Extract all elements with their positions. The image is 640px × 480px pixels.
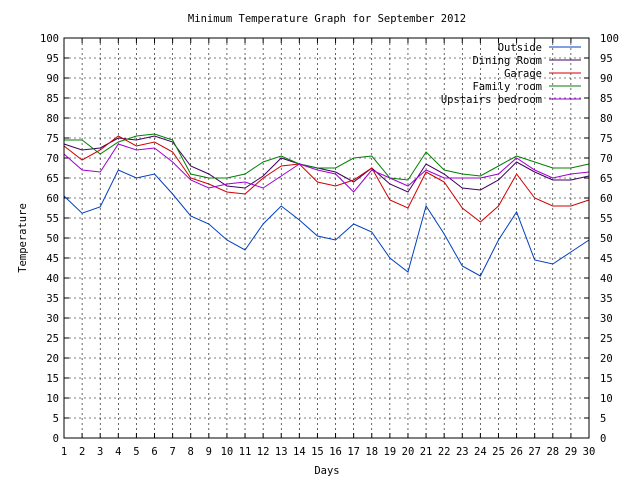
y-tick-label: 75 xyxy=(46,133,59,145)
x-tick-label: 17 xyxy=(347,446,360,458)
x-tick-label: 15 xyxy=(311,446,324,458)
x-tick-label: 23 xyxy=(456,446,469,458)
x-tick-label: 5 xyxy=(133,446,139,458)
y-tick-label-right: 60 xyxy=(600,193,613,205)
x-tick-label: 29 xyxy=(565,446,578,458)
y-tick-label-right: 30 xyxy=(600,313,613,325)
y-tick-label: 5 xyxy=(53,413,59,425)
y-tick-label: 15 xyxy=(46,373,59,385)
x-tick-label: 10 xyxy=(221,446,234,458)
y-tick-label: 55 xyxy=(46,213,59,225)
y-tick-label-right: 100 xyxy=(600,33,619,45)
x-tick-label: 14 xyxy=(293,446,306,458)
legend-label: Outside xyxy=(498,42,542,54)
y-tick-label-right: 0 xyxy=(600,433,606,445)
y-tick-label: 0 xyxy=(53,433,59,445)
y-tick-label-right: 90 xyxy=(600,73,613,85)
y-tick-label-right: 45 xyxy=(600,253,613,265)
series-line-0 xyxy=(63,169,590,277)
y-tick-label-right: 35 xyxy=(600,293,613,305)
y-tick-label: 90 xyxy=(46,73,59,85)
y-tick-label-right: 65 xyxy=(600,173,613,185)
y-tick-label: 10 xyxy=(46,393,59,405)
y-tick-label: 65 xyxy=(46,173,59,185)
y-tick-label: 20 xyxy=(46,353,59,365)
x-tick-label: 9 xyxy=(206,446,212,458)
chart-title: Minimum Temperature Graph for September … xyxy=(188,13,466,25)
series-lines xyxy=(63,133,590,277)
x-tick-label: 11 xyxy=(239,446,252,458)
x-tick-label: 16 xyxy=(329,446,342,458)
y-tick-label-right: 20 xyxy=(600,353,613,365)
y-tick-label-right: 40 xyxy=(600,273,613,285)
x-tick-label: 7 xyxy=(169,446,175,458)
x-tick-label: 27 xyxy=(528,446,541,458)
x-axis-label: Days xyxy=(314,465,339,477)
y-tick-label-right: 75 xyxy=(600,133,613,145)
legend-label: Dining Room xyxy=(472,55,542,67)
y-tick-label: 50 xyxy=(46,233,59,245)
x-tick-label: 3 xyxy=(97,446,103,458)
x-tick-label: 19 xyxy=(384,446,397,458)
series-line-2 xyxy=(63,135,590,223)
y-tick-label-right: 50 xyxy=(600,233,613,245)
y-tick-label-right: 70 xyxy=(600,153,613,165)
legend-label: Garage xyxy=(504,68,542,80)
y-tick-label: 35 xyxy=(46,293,59,305)
x-tick-label: 18 xyxy=(365,446,378,458)
series-line-4 xyxy=(63,143,590,193)
x-tick-label: 12 xyxy=(257,446,270,458)
x-tick-label: 22 xyxy=(438,446,451,458)
y-tick-label: 60 xyxy=(46,193,59,205)
legend-label: Upstairs bedroom xyxy=(441,94,542,106)
y-tick-label: 30 xyxy=(46,313,59,325)
x-tick-label: 30 xyxy=(583,446,596,458)
y-axis-label: Temperature xyxy=(17,203,29,273)
x-tick-label: 26 xyxy=(510,446,523,458)
legend-label: Family room xyxy=(472,81,542,93)
x-tick-label: 21 xyxy=(420,446,433,458)
y-tick-label-right: 25 xyxy=(600,333,613,345)
x-tick-label: 24 xyxy=(474,446,487,458)
y-tick-label: 95 xyxy=(46,53,59,65)
x-tick-label: 25 xyxy=(492,446,505,458)
y-tick-label-right: 55 xyxy=(600,213,613,225)
series-line-1 xyxy=(63,135,590,193)
y-tick-label-right: 80 xyxy=(600,113,613,125)
y-tick-label: 100 xyxy=(40,33,59,45)
y-tick-label: 85 xyxy=(46,93,59,105)
y-tick-label-right: 95 xyxy=(600,53,613,65)
x-tick-label: 4 xyxy=(115,446,121,458)
series-line-3 xyxy=(64,133,590,181)
grid xyxy=(64,38,589,438)
x-tick-label: 8 xyxy=(188,446,194,458)
x-tick-label: 28 xyxy=(546,446,559,458)
y-tick-label: 40 xyxy=(46,273,59,285)
y-tick-label-right: 85 xyxy=(600,93,613,105)
x-tick-label: 20 xyxy=(402,446,415,458)
plot-frame xyxy=(63,37,590,439)
y-tick-label-right: 10 xyxy=(600,393,613,405)
y-tick-label-right: 15 xyxy=(600,373,613,385)
x-tick-label: 2 xyxy=(79,446,85,458)
x-tick-label: 13 xyxy=(275,446,288,458)
y-tick-label: 45 xyxy=(46,253,59,265)
y-tick-label: 70 xyxy=(46,153,59,165)
y-tick-label-right: 5 xyxy=(600,413,606,425)
x-tick-label: 6 xyxy=(151,446,157,458)
x-tick-label: 1 xyxy=(61,446,67,458)
y-tick-label: 80 xyxy=(46,113,59,125)
y-tick-label: 25 xyxy=(46,333,59,345)
